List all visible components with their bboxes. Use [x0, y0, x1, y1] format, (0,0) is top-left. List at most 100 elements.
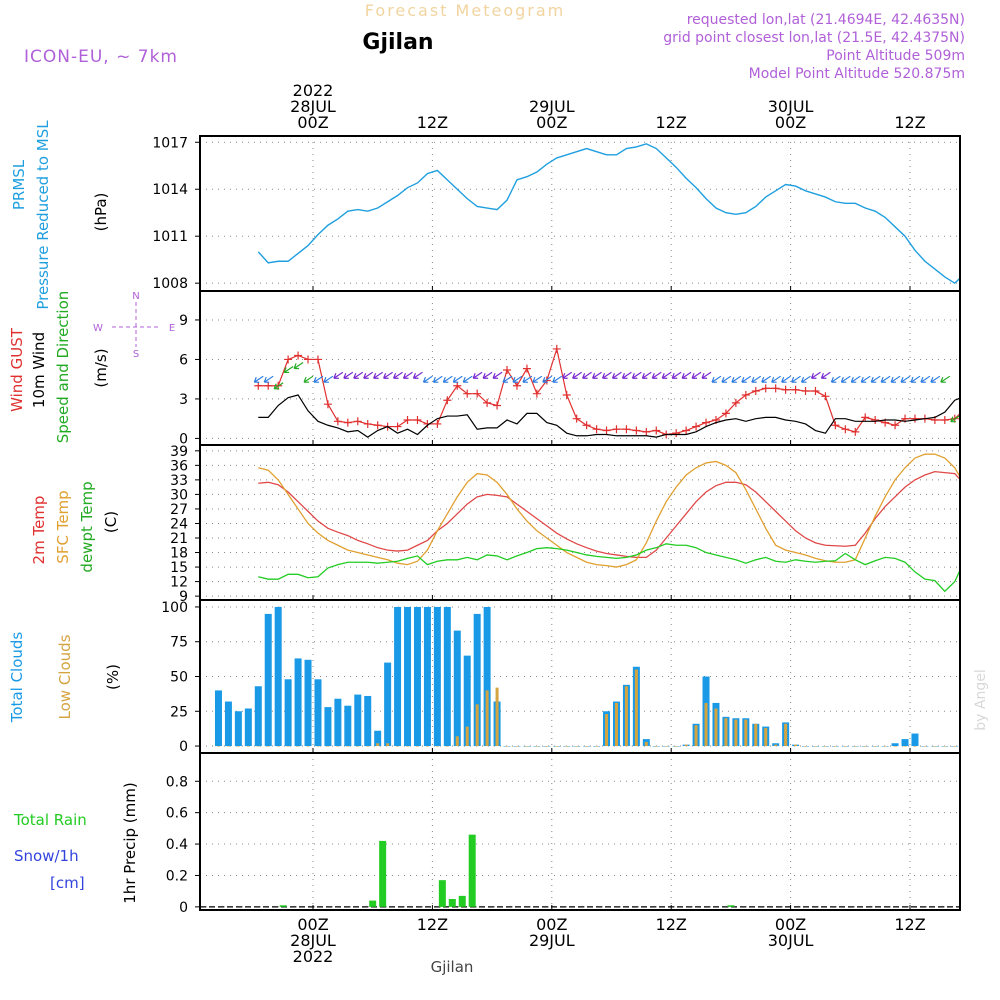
- wind-direction-arrow: [582, 371, 592, 379]
- total-cloud-bar: [374, 730, 382, 747]
- total-cloud-bar: [344, 705, 352, 747]
- gust-point: [473, 389, 482, 398]
- wind-direction-arrow: [542, 375, 553, 383]
- low-cloud-bar: [704, 702, 708, 747]
- wind-direction-arrow: [442, 375, 453, 383]
- total-cloud-bar: [901, 739, 909, 747]
- low-cloud-bar: [296, 746, 300, 747]
- total-cloud-bar: [234, 711, 242, 747]
- time-label: 12Z: [417, 113, 448, 132]
- low-cloud-bar: [475, 704, 479, 747]
- low-cloud-bar: [953, 746, 957, 747]
- wind-direction-arrow: [611, 371, 622, 379]
- low-cloud-bar: [495, 687, 499, 747]
- wind-direction-arrow: [820, 371, 831, 379]
- wind-direction-arrow: [482, 371, 493, 379]
- low-cloud-bar: [634, 669, 638, 747]
- wind-direction-arrow: [492, 371, 503, 379]
- low-cloud-bar: [654, 746, 658, 747]
- precip-ytick-label: 0.6: [166, 806, 188, 822]
- low-cloud-bar: [515, 746, 519, 747]
- gust-point: [284, 355, 293, 364]
- gust-point: [721, 409, 730, 418]
- gust-point: [403, 415, 412, 424]
- temperature-ytick-label: 21: [170, 531, 188, 547]
- gust-point: [791, 385, 800, 394]
- precip-unit-label: 1hr Precip (mm): [121, 782, 139, 903]
- pressure-msl-label: Pressure Reduced to MSL: [34, 120, 52, 310]
- total-cloud-bar: [324, 707, 332, 747]
- wind-direction-arrow: [741, 375, 752, 383]
- low-cloud-bar: [455, 736, 459, 747]
- wind-content: [253, 344, 999, 439]
- low-cloud-bar: [784, 723, 788, 747]
- wind-direction-arrow: [343, 371, 354, 379]
- total-cloud-bar: [304, 659, 312, 747]
- total-cloud-bar: [294, 658, 302, 747]
- wind-direction-arrow: [393, 371, 403, 379]
- cloud-panel-labels: Total Clouds Low Clouds (%): [8, 632, 122, 724]
- total-cloud-bar: [264, 613, 272, 747]
- gust-point: [991, 350, 999, 358]
- low-cloud-bar: [216, 746, 220, 747]
- gust-point: [871, 415, 880, 424]
- precip-panel: 0 0.2 0.4 0.6 0.8: [166, 752, 961, 916]
- gust-point: [264, 381, 273, 390]
- wind-direction-arrow: [462, 375, 473, 383]
- wind-direction-arrow: [532, 375, 543, 383]
- low-cloud-bar: [286, 746, 290, 747]
- total-cloud-bar: [274, 606, 282, 747]
- low-cloud-bar: [734, 719, 738, 747]
- wind-direction-arrow: [502, 375, 513, 383]
- wind-direction-arrow: [930, 375, 941, 383]
- wind-direction-arrow: [552, 375, 563, 383]
- gust-point: [622, 425, 631, 434]
- gust-point: [582, 421, 591, 430]
- total-cloud-bar: [971, 746, 978, 747]
- wind-direction-arrow: [900, 375, 911, 383]
- gust-point: [433, 419, 442, 428]
- wind-direction-arrow: [432, 375, 443, 383]
- low-cloud-bar: [843, 746, 847, 747]
- low-cloud-bar: [585, 746, 589, 747]
- compass-s: S: [133, 349, 139, 360]
- footer-station: Gjilan: [431, 958, 474, 976]
- wind-direction-arrow: [253, 375, 264, 383]
- total-cloud-bar: [991, 714, 998, 746]
- wind-direction-arrow: [651, 371, 662, 379]
- panels: 1008101110141017036991215182124273033363…: [152, 135, 999, 916]
- chart-title: Forecast Meteogram: [365, 1, 565, 20]
- gust-point: [801, 387, 810, 396]
- low-cloud-bar: [605, 714, 609, 747]
- temp-unit-label: (C): [102, 511, 120, 533]
- low-cloud-bar: [833, 746, 837, 747]
- time-label: 29JUL: [529, 931, 575, 950]
- low-cloud-bar: [963, 746, 966, 747]
- gust-point: [632, 426, 641, 435]
- total-cloud-bar: [463, 655, 471, 747]
- temperature-ytick-label: 30: [170, 487, 188, 503]
- pressure-ytick-label: 1011: [152, 229, 188, 245]
- gust-point: [542, 376, 551, 385]
- wind-direction-arrow: [771, 375, 782, 383]
- temperature-ytick-label: 9: [179, 589, 188, 605]
- wind-direction-arrow: [721, 375, 732, 383]
- total-cloud-bar: [254, 686, 262, 747]
- rain-bar: [369, 900, 377, 907]
- compass-e: E: [169, 323, 175, 334]
- time-label: 00Z: [775, 113, 806, 132]
- wind-direction-arrow: [781, 375, 791, 383]
- low-cloud-bar: [614, 702, 618, 747]
- wind-direction-arrow: [412, 371, 423, 379]
- low-cloud-bar: [465, 726, 469, 747]
- low-cloud-bar: [983, 742, 986, 746]
- time-label: 2022: [293, 81, 334, 100]
- gust-point: [751, 387, 760, 396]
- low-cloud-bar: [226, 746, 230, 747]
- wind-direction-arrow: [681, 371, 692, 379]
- low-cloud-bar: [933, 746, 937, 747]
- pressure-unit-label: (hPa): [92, 193, 110, 232]
- total-rain-label: Total Rain: [13, 811, 87, 829]
